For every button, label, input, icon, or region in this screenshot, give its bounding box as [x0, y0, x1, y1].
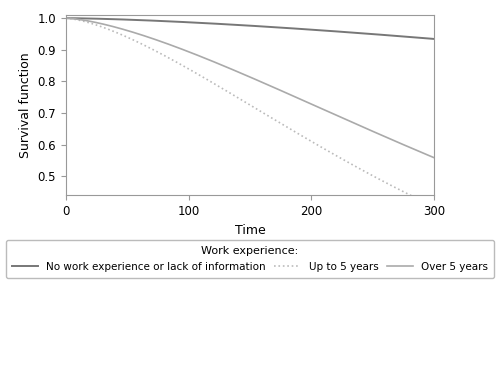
X-axis label: Time: Time: [234, 224, 266, 237]
Legend: No work experience or lack of information, Up to 5 years, Over 5 years: No work experience or lack of informatio…: [6, 240, 494, 278]
Y-axis label: Survival function: Survival function: [18, 52, 32, 158]
